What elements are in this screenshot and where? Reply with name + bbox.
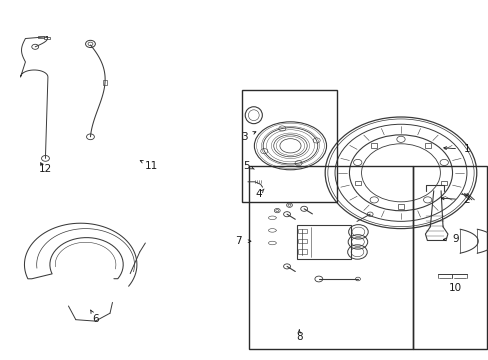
Bar [297, 229, 306, 233]
Text: 3: 3 [241, 132, 247, 142]
Bar [370, 143, 377, 148]
Bar [249, 166, 412, 349]
Text: 9: 9 [451, 234, 458, 244]
Bar [424, 143, 430, 148]
Text: 7: 7 [234, 236, 241, 246]
Bar [44, 37, 50, 39]
Bar [242, 90, 337, 202]
Bar [297, 249, 306, 254]
Text: 10: 10 [448, 283, 461, 293]
Text: 12: 12 [38, 164, 52, 174]
Bar [297, 239, 306, 243]
Bar [397, 204, 404, 209]
Text: 1: 1 [463, 144, 469, 154]
Text: 11: 11 [144, 161, 158, 171]
Bar [38, 36, 44, 38]
Text: 5: 5 [243, 161, 250, 171]
Text: 6: 6 [92, 314, 99, 324]
Bar [354, 181, 360, 185]
Bar [412, 166, 486, 349]
Bar [440, 181, 447, 185]
Text: 8: 8 [295, 332, 302, 342]
Text: 4: 4 [255, 189, 262, 199]
Text: 2: 2 [463, 195, 469, 205]
Bar [103, 80, 107, 85]
Bar [296, 225, 350, 259]
